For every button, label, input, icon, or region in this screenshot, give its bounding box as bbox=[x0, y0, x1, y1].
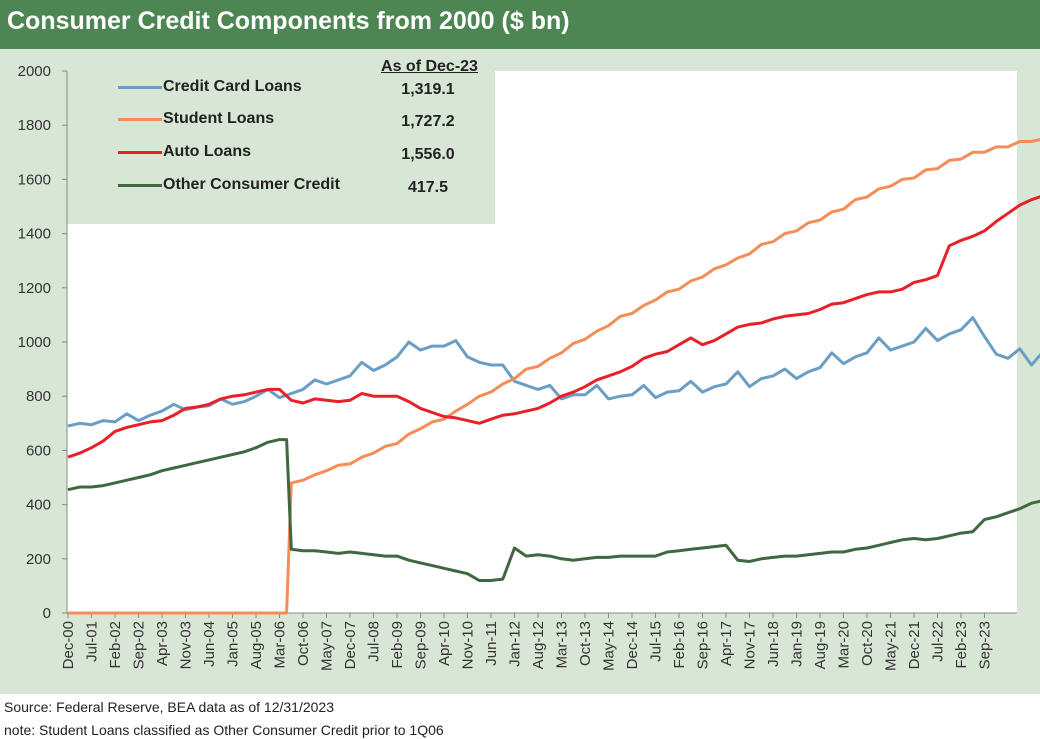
x-tick-label: Aug-05 bbox=[248, 621, 265, 669]
legend-label-student: Student Loans bbox=[163, 110, 275, 127]
y-tick-label: 1800 bbox=[18, 117, 51, 134]
x-tick-label: Apr-10 bbox=[436, 621, 453, 666]
x-tick-label: Mar-06 bbox=[272, 621, 289, 669]
legend-swatch-student bbox=[118, 118, 162, 121]
x-tick-label: Jun-18 bbox=[765, 621, 782, 667]
x-tick-label: Jul-15 bbox=[648, 621, 665, 662]
legend-label-other: Other Consumer Credit bbox=[163, 176, 340, 193]
chart-title: Consumer Credit Components from 2000 ($ … bbox=[7, 7, 570, 35]
x-tick-label: May-21 bbox=[883, 621, 900, 671]
y-tick-label: 1600 bbox=[18, 171, 51, 188]
x-tick-label: Jul-22 bbox=[930, 621, 947, 662]
x-tick-label: May-07 bbox=[319, 621, 336, 671]
legend-swatch-other bbox=[118, 184, 162, 187]
source-note: Source: Federal Reserve, BEA data as of … bbox=[4, 699, 334, 715]
legend-value-other: 417.5 bbox=[407, 179, 449, 196]
x-tick-label: Oct-06 bbox=[295, 621, 312, 666]
y-tick-label: 1000 bbox=[18, 334, 51, 351]
x-tick-label: Jul-01 bbox=[84, 621, 101, 662]
x-tick-label: Dec-00 bbox=[60, 621, 77, 669]
x-tick-label: Sep-09 bbox=[413, 621, 430, 669]
x-tick-label: Oct-20 bbox=[859, 621, 876, 666]
x-tick-label: Apr-03 bbox=[154, 621, 171, 666]
x-tick-label: Dec-14 bbox=[624, 621, 641, 669]
x-tick-label: Mar-20 bbox=[836, 621, 853, 669]
x-tick-label: May-14 bbox=[601, 621, 618, 671]
series-line-auto-loans bbox=[67, 195, 1040, 459]
x-tick-label: Sep-02 bbox=[131, 621, 148, 669]
title-bar bbox=[0, 0, 1040, 49]
x-tick-label: Feb-16 bbox=[671, 621, 688, 669]
y-tick-label: 600 bbox=[26, 442, 51, 459]
y-tick-label: 400 bbox=[26, 497, 51, 514]
legend-swatch-auto bbox=[118, 151, 162, 154]
legend-value-student: 1,727.2 bbox=[401, 113, 455, 130]
y-tick-label: 800 bbox=[26, 388, 51, 405]
x-tick-label: Feb-23 bbox=[953, 621, 970, 669]
x-tick-label: Feb-09 bbox=[389, 621, 406, 669]
legend-label-auto: Auto Loans bbox=[163, 143, 251, 160]
series-line-other-consumer-credit bbox=[67, 438, 1040, 582]
x-tick-label: Aug-19 bbox=[812, 621, 829, 669]
x-tick-label: Aug-12 bbox=[530, 621, 547, 669]
x-tick-label: Jan-05 bbox=[225, 621, 242, 667]
y-tick-label: 2000 bbox=[18, 63, 51, 80]
x-tick-label: Jun-04 bbox=[201, 621, 218, 667]
x-tick-label: Jun-11 bbox=[483, 621, 500, 666]
legend-value-credit-card: 1,319.1 bbox=[401, 81, 455, 98]
x-tick-label: Jan-12 bbox=[507, 621, 524, 667]
series-line-credit-card-loans bbox=[67, 316, 1040, 428]
x-tick-label: Jan-19 bbox=[789, 621, 806, 667]
x-tick-label: Jul-08 bbox=[366, 621, 383, 662]
x-tick-label: Apr-17 bbox=[718, 621, 735, 666]
x-tick-label: Feb-02 bbox=[107, 621, 124, 669]
x-tick-label: Dec-07 bbox=[342, 621, 359, 669]
legend-box bbox=[67, 69, 495, 224]
legend-value-auto: 1,556.0 bbox=[401, 146, 455, 163]
x-tick-label: Oct-13 bbox=[577, 621, 594, 666]
x-tick-label: Nov-03 bbox=[178, 621, 195, 669]
x-tick-label: Nov-10 bbox=[460, 621, 477, 669]
x-tick-label: Mar-13 bbox=[554, 621, 571, 669]
footnote: note: Student Loans classified as Other … bbox=[4, 722, 444, 738]
x-tick-label: Sep-16 bbox=[695, 621, 712, 669]
legend-header: As of Dec-23 bbox=[381, 58, 478, 75]
x-tick-label: Dec-21 bbox=[906, 621, 923, 669]
series-line-student-loans bbox=[68, 138, 1040, 615]
y-tick-label: 0 bbox=[43, 605, 51, 622]
legend-swatch-credit-card bbox=[118, 86, 162, 89]
x-tick-label: Nov-17 bbox=[742, 621, 759, 669]
legend-label-credit-card: Credit Card Loans bbox=[163, 78, 302, 95]
y-tick-label: 1400 bbox=[18, 226, 51, 243]
line-chart: 0 200 400 600 800 1000 1200 1400 1600 1800 2000 Dec… bbox=[18, 63, 1040, 671]
y-tick-label: 200 bbox=[26, 551, 51, 568]
x-tick-label: Sep-23 bbox=[977, 621, 994, 669]
y-tick-label: 1200 bbox=[18, 280, 51, 297]
